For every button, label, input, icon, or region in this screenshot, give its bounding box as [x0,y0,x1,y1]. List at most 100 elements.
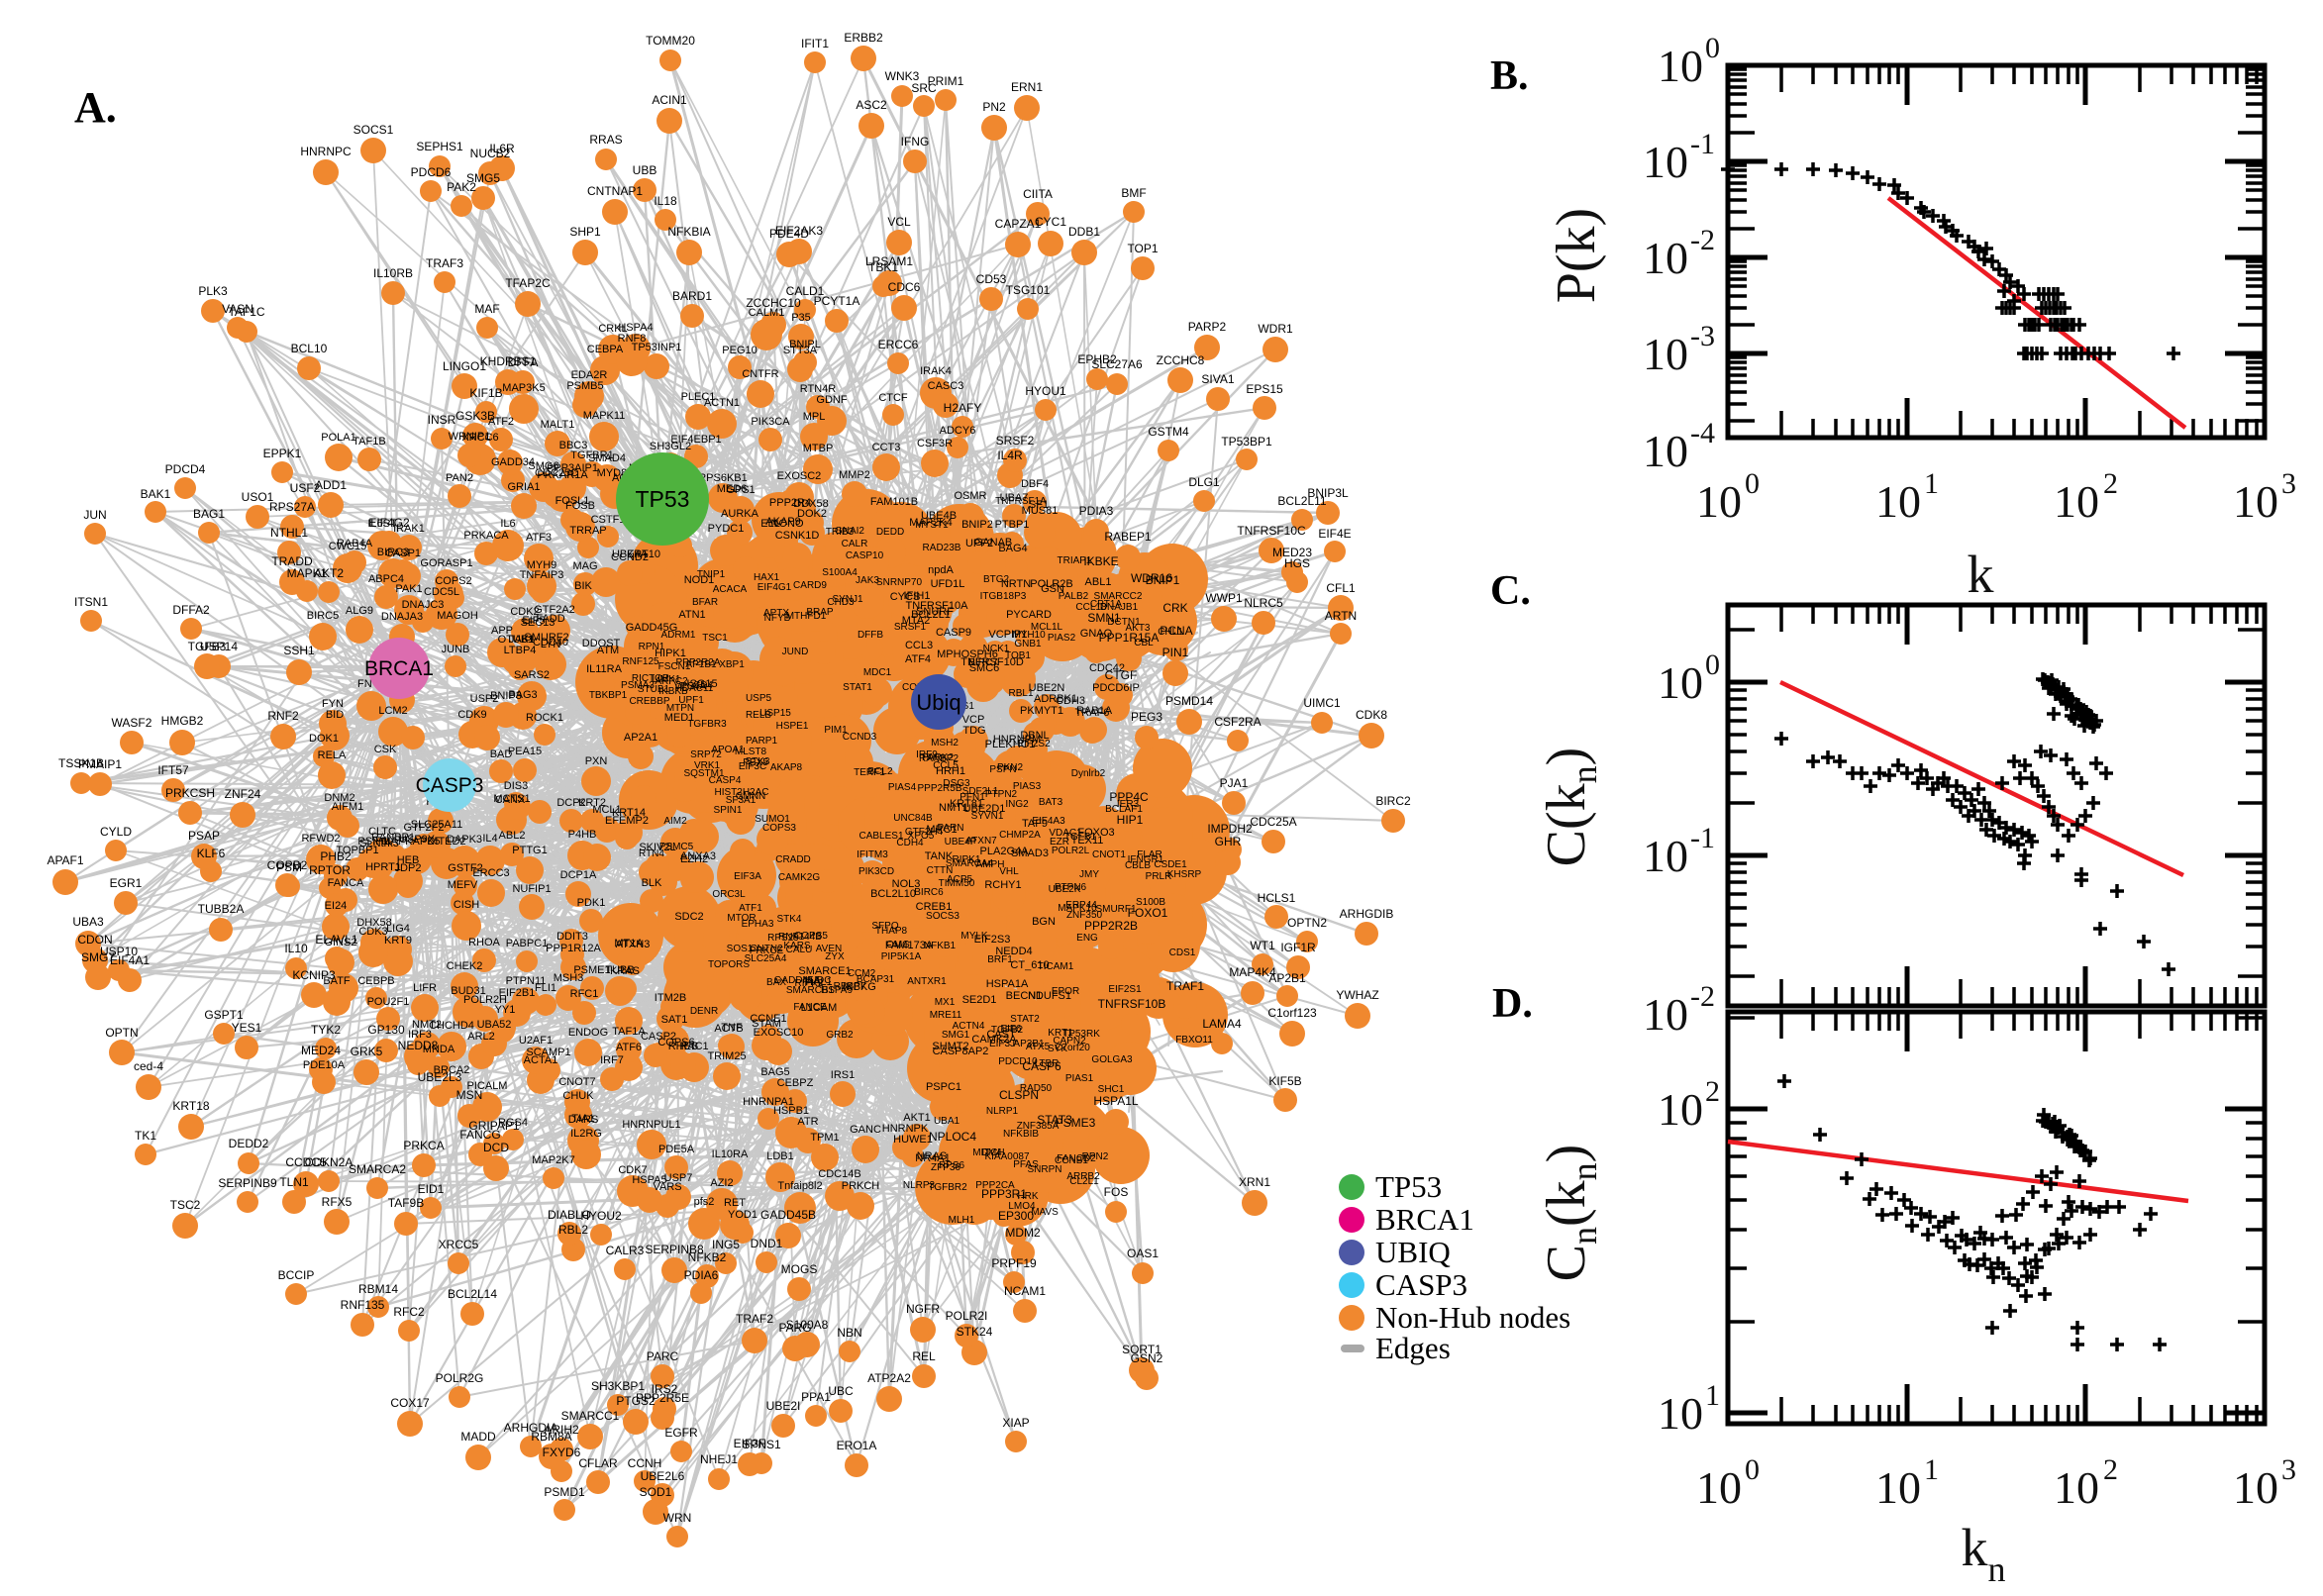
svg-text:EIF2AK3: EIF2AK3 [775,224,823,238]
svg-text:TOMM20: TOMM20 [646,34,695,48]
svg-text:GADD45B: GADD45B [760,1208,816,1222]
svg-text:BATF: BATF [323,975,351,987]
svg-text:IL4R: IL4R [997,449,1023,462]
svg-text:IKBKB: IKBKB [658,686,688,697]
svg-text:YOD1: YOD1 [728,1209,758,1221]
svg-text:PPP4C: PPP4C [1109,790,1149,804]
svg-text:XBP1: XBP1 [719,659,745,670]
svg-text:XIAP: XIAP [1002,1416,1029,1430]
svg-text:ARPC2: ARPC2 [655,676,688,687]
svg-text:VPS4A: VPS4A [674,681,707,692]
svg-text:CAMK2A: CAMK2A [971,1034,1017,1046]
svg-text:HSPA5: HSPA5 [632,1174,666,1186]
svg-text:BLK: BLK [642,877,662,889]
svg-text:BID: BID [326,709,344,721]
svg-text:BCL2L1: BCL2L1 [911,609,951,621]
svg-text:CHL1: CHL1 [1158,627,1183,638]
svg-text:JMY: JMY [1079,869,1099,880]
svg-text:CWC15: CWC15 [329,541,367,552]
svg-text:WWP1: WWP1 [1205,591,1243,605]
svg-text:MTHFD1: MTHFD1 [786,611,827,622]
svg-text:ORC3L: ORC3L [712,889,746,900]
svg-text:CASP3: CASP3 [416,774,484,797]
svg-text:ASC2: ASC2 [856,98,887,112]
svg-text:TRIB3: TRIB3 [826,527,855,538]
svg-text:CDK9: CDK9 [457,709,486,721]
svg-text:PDE10A: PDE10A [303,1059,346,1071]
svg-text:NRTN: NRTN [1001,578,1031,590]
svg-text:CDC40: CDC40 [533,637,568,648]
svg-text:CAST: CAST [986,1029,1016,1041]
svg-text:SDC2: SDC2 [674,911,703,923]
svg-text:NFKB1: NFKB1 [924,941,957,951]
svg-text:UBE2L6: UBE2L6 [641,1469,685,1483]
svg-text:PYCARD: PYCARD [1006,609,1052,621]
svg-text:SOCS3: SOCS3 [926,911,960,922]
svg-text:MX1: MX1 [935,997,956,1008]
svg-text:FOXO3: FOXO3 [1077,827,1114,839]
svg-text:PDCD6: PDCD6 [411,165,452,179]
svg-text:IRF9: IRF9 [916,749,938,760]
svg-text:TRAF1: TRAF1 [1166,979,1204,993]
svg-text:RBBP7: RBBP7 [834,981,866,992]
svg-text:FOS: FOS [1104,1185,1129,1199]
svg-text:USP9X: USP9X [399,834,436,846]
svg-text:CDKN2A: CDKN2A [305,1155,354,1169]
svg-text:BCL10: BCL10 [291,342,328,355]
svg-text:CYCS: CYCS [890,591,921,603]
svg-text:LAMA4: LAMA4 [1202,1017,1242,1031]
svg-text:PRLR: PRLR [1146,871,1172,882]
svg-text:RCHY1: RCHY1 [984,879,1021,891]
svg-text:ADD1: ADD1 [315,478,347,492]
svg-text:HSPE1: HSPE1 [776,721,809,732]
svg-text:TPM1: TPM1 [810,1132,839,1144]
svg-text:C7orf20: C7orf20 [1055,1043,1090,1053]
svg-text:HNRNPA1: HNRNPA1 [743,1096,794,1108]
svg-text:PIM1: PIM1 [824,725,848,736]
svg-text:0: 0 [1745,467,1760,500]
svg-text:TSC2: TSC2 [170,1198,201,1212]
svg-text:AKAP8: AKAP8 [770,762,803,773]
svg-text:PIAS4: PIAS4 [888,782,917,793]
svg-text:ATF1: ATF1 [739,903,762,914]
svg-text:HDAC11: HDAC11 [675,683,714,694]
svg-text:TSG101: TSG101 [1006,283,1051,297]
svg-text:NUCB2: NUCB2 [470,147,511,160]
svg-text:TRAF6: TRAF6 [1075,707,1110,719]
svg-text:RFC2: RFC2 [393,1305,425,1319]
svg-text:TDG: TDG [962,725,985,737]
svg-text:CCNB1: CCNB1 [1055,1155,1088,1166]
svg-text:PARK2: PARK2 [922,752,954,763]
svg-text:PTGS2: PTGS2 [616,1394,656,1408]
svg-text:DIABLO: DIABLO [548,1208,591,1222]
svg-text:FANCE: FANCE [793,1002,827,1013]
svg-text:CEBPA: CEBPA [587,344,624,355]
svg-text:CASC3: CASC3 [928,380,964,392]
svg-text:PIK3CA: PIK3CA [751,416,790,428]
svg-text:BCCIP: BCCIP [278,1268,315,1282]
svg-text:10: 10 [1643,233,1688,283]
svg-text:SMAD3: SMAD3 [1011,848,1049,859]
svg-text:ZNF24: ZNF24 [225,787,261,801]
svg-text:IFNG: IFNG [901,135,930,149]
svg-text:STAT1: STAT1 [843,682,872,693]
svg-text:COPS2: COPS2 [435,575,471,587]
svg-text:OSMR: OSMR [955,490,987,502]
svg-text:RELB: RELB [746,710,771,721]
svg-text:RICTOR: RICTOR [632,673,669,684]
svg-text:CREBBP: CREBBP [629,696,669,707]
svg-text:CTCF: CTCF [878,392,908,404]
svg-text:LIMK1: LIMK1 [653,674,681,685]
svg-text:ANXA3: ANXA3 [680,850,716,862]
svg-text:SMG1: SMG1 [942,1030,970,1041]
svg-text:CTTN: CTTN [927,865,954,876]
svg-text:PALB2: PALB2 [1059,591,1089,602]
svg-text:BRCA2: BRCA2 [434,1064,470,1076]
svg-text:CALR: CALR [842,539,868,549]
svg-text:RHOA: RHOA [468,937,500,948]
svg-text:HNRNPM: HNRNPM [993,734,1041,746]
svg-text:CYLD: CYLD [100,825,132,839]
svg-text:SEPHS1: SEPHS1 [416,140,463,153]
svg-text:LIG4: LIG4 [386,923,410,935]
svg-text:DIS3: DIS3 [504,780,528,792]
